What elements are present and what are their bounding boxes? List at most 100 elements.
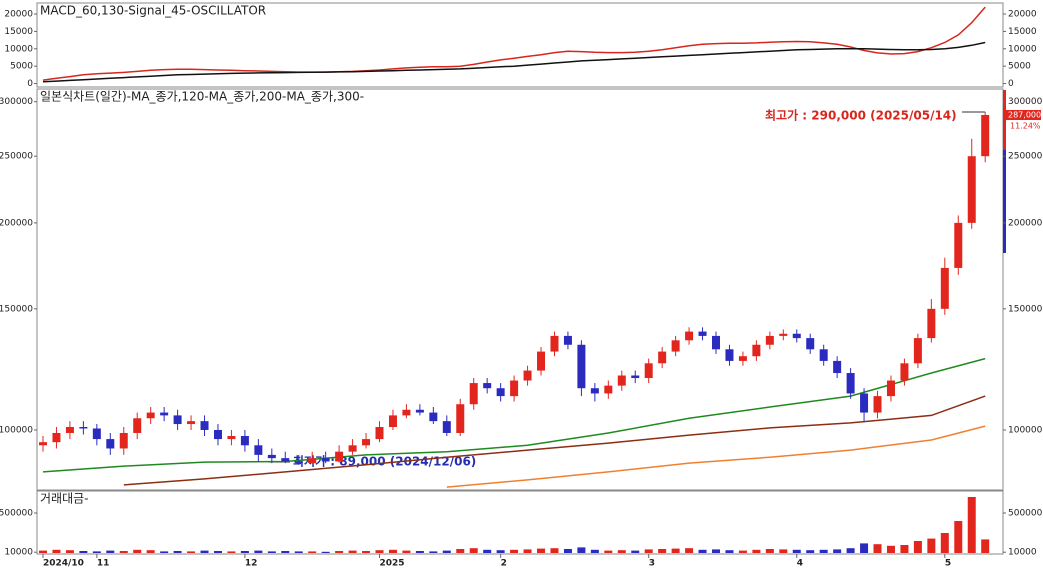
volume-bar [388, 549, 397, 553]
candle-body [806, 338, 815, 350]
y-tick-label: 300000 [1008, 97, 1043, 107]
volume-bar [860, 543, 869, 553]
candle-body [321, 458, 330, 462]
volume-bar [752, 549, 761, 553]
candle-body [187, 421, 196, 425]
y-tick-label: 250000 [1008, 152, 1043, 162]
macd-title: MACD_60,130-Signal_45-OSCILLATOR [40, 4, 266, 18]
last-price-box [1006, 110, 1041, 120]
volume-bar [267, 551, 276, 553]
volume-bar [281, 551, 290, 553]
candle-body [886, 380, 895, 397]
volume-bar [927, 538, 936, 553]
volume-bar [348, 550, 357, 553]
candle-body [617, 375, 626, 386]
y-tick-label: 10000 [4, 44, 33, 54]
volume-bar [496, 550, 505, 553]
candle-body [267, 454, 276, 459]
volume-bar [644, 549, 653, 553]
candle-body [362, 439, 371, 446]
y-tick-label: 15000 [1008, 27, 1037, 37]
volume-bar [563, 549, 572, 553]
y-tick-label: 500000 [1008, 509, 1043, 519]
y-tick-label: 0 [1008, 79, 1014, 89]
volume-bar [577, 547, 586, 553]
candle-body [213, 429, 222, 440]
candle-body [981, 114, 990, 157]
candle-body [92, 428, 101, 440]
y-tick-label: 5000 [10, 62, 33, 72]
candle-body [308, 458, 317, 464]
volume-bar [658, 549, 667, 553]
volume-bar [981, 539, 990, 553]
volume-bar [967, 497, 976, 553]
volume-bar [725, 550, 734, 553]
volume-bar [213, 551, 222, 553]
last-price-label: 287,000 [1008, 111, 1041, 120]
candle-body [752, 344, 761, 357]
candle-body [483, 383, 492, 389]
macd-frame [36, 2, 1004, 88]
candle-body [644, 363, 653, 378]
candle-body [442, 421, 451, 433]
volume-bar [523, 549, 532, 553]
candle-body [900, 363, 909, 381]
candle-body [39, 442, 47, 446]
change-label: 11.24% [1010, 122, 1041, 131]
volume-bar [954, 521, 963, 553]
volume-bar [402, 550, 411, 553]
volume-bar [617, 550, 626, 553]
candle-body [348, 445, 357, 452]
volume-bar [65, 550, 74, 553]
volume-bar [200, 550, 209, 553]
volume-bar [846, 548, 855, 553]
candle-body [738, 356, 747, 361]
moving-average [446, 425, 986, 488]
candle-body [833, 360, 842, 374]
y-tick-label: 500000 [0, 509, 33, 519]
volume-bar [913, 541, 922, 553]
candle-body [873, 396, 882, 413]
candle-body [146, 412, 155, 419]
volume-bar [900, 545, 909, 553]
volume-bar [685, 548, 694, 553]
volume-bar [39, 550, 47, 553]
y-tick-label: 150000 [1008, 304, 1043, 314]
candle-body [967, 156, 976, 223]
candle-body [240, 436, 249, 446]
x-tick-label: 4 [797, 559, 803, 569]
candle-body [860, 393, 869, 413]
candle-body [590, 388, 599, 394]
volume-bar [833, 549, 842, 553]
volume-bar [631, 550, 640, 553]
x-tick-label: 2025 [380, 559, 405, 569]
volume-bar [240, 551, 249, 553]
candle-body [779, 333, 788, 336]
y-tick-label: 5000 [1008, 62, 1031, 72]
candle-body [65, 427, 74, 433]
macd-line [42, 41, 986, 83]
candle-body [388, 415, 397, 428]
volume-bar [712, 549, 720, 553]
volume-bar [106, 550, 115, 553]
volume-bar [335, 551, 344, 553]
candle-body [254, 445, 263, 455]
volume-bar [254, 550, 263, 553]
y-tick-label: 0 [27, 79, 33, 89]
candle-body [954, 222, 963, 268]
candle-body [456, 404, 465, 433]
volume-bar [604, 550, 613, 553]
candle-body [133, 418, 142, 433]
candle-body [415, 409, 424, 413]
candle-body [173, 415, 182, 425]
volume-bar [173, 551, 182, 553]
candle-body [469, 383, 478, 405]
candle-body [281, 458, 290, 462]
volume-bar [362, 551, 371, 553]
range-bar-down [1003, 150, 1006, 253]
volume-frame [36, 490, 1004, 555]
y-tick-label: 200000 [0, 218, 33, 228]
volume-bar [133, 549, 142, 553]
volume-bar [442, 550, 451, 553]
